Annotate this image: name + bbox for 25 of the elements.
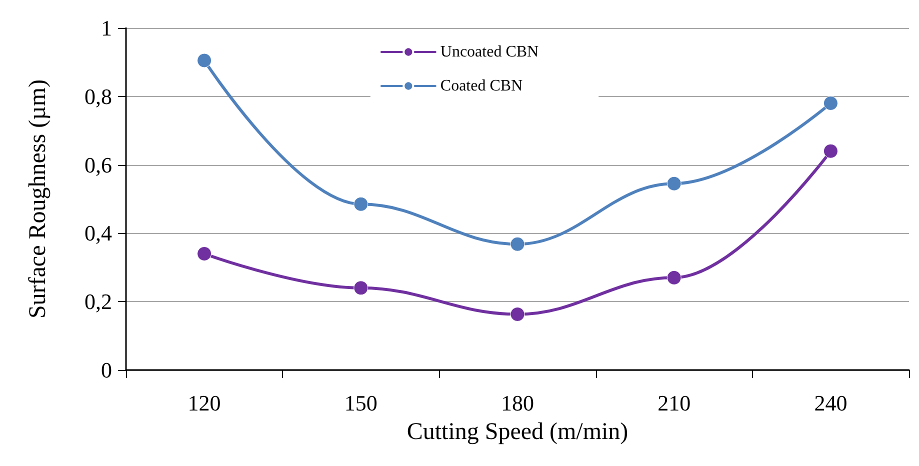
point bbox=[823, 96, 838, 110]
y-tick-label: 1 bbox=[101, 16, 112, 40]
y-tick-label: 0 bbox=[101, 358, 112, 382]
point bbox=[197, 53, 212, 68]
point bbox=[666, 270, 682, 285]
legend-label: Coated CBN bbox=[440, 78, 524, 94]
point bbox=[666, 176, 682, 191]
x-tick-label: 150 bbox=[344, 390, 378, 416]
point bbox=[510, 236, 525, 252]
point bbox=[354, 196, 368, 212]
x-tick-label: 240 bbox=[814, 390, 848, 416]
y-tick-label: 0,6 bbox=[84, 152, 112, 178]
x-tick-label: 180 bbox=[501, 390, 534, 416]
y-axis-title: Surface Roughness (µm) bbox=[25, 79, 51, 319]
point bbox=[823, 144, 838, 158]
x-tick-label: 120 bbox=[188, 390, 221, 416]
y-tick-label: 0,4 bbox=[84, 220, 112, 246]
point bbox=[510, 307, 525, 322]
y-tick-label: 0,8 bbox=[84, 84, 112, 109]
x-axis-title: Cutting Speed (m/min) bbox=[406, 419, 628, 445]
y-tick-label: 0,2 bbox=[84, 289, 112, 314]
legend-label: Uncoated CBN bbox=[440, 44, 540, 60]
point bbox=[197, 246, 212, 261]
x-tick-label: 210 bbox=[658, 390, 691, 416]
point bbox=[354, 280, 368, 296]
